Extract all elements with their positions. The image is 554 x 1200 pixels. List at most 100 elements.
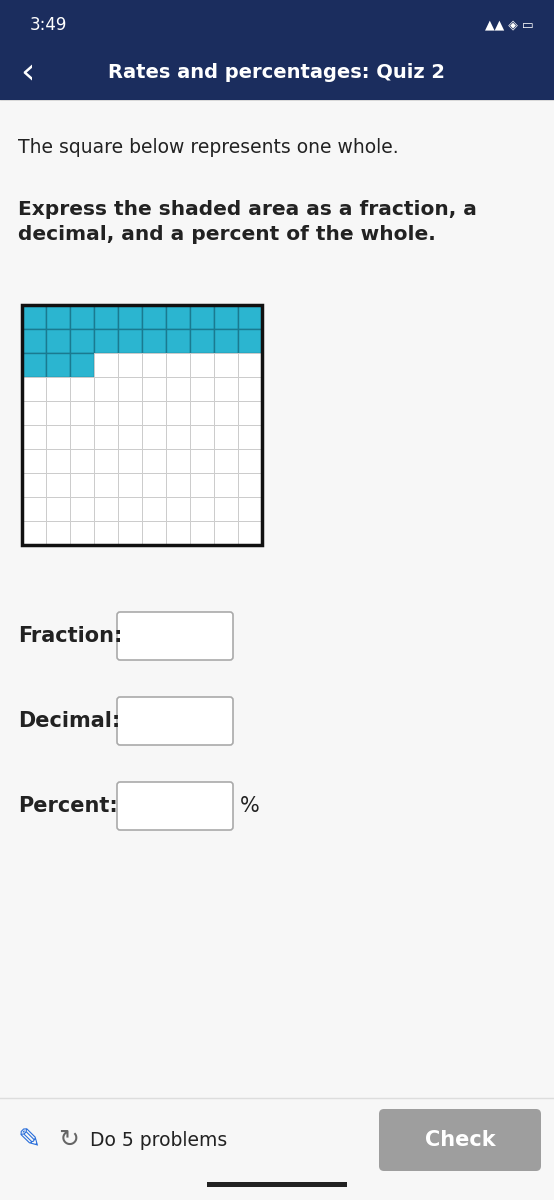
Bar bbox=[214, 401, 238, 425]
Bar bbox=[94, 449, 118, 473]
Bar bbox=[46, 425, 70, 449]
Bar bbox=[22, 377, 46, 401]
FancyBboxPatch shape bbox=[379, 1109, 541, 1171]
Bar bbox=[94, 329, 118, 353]
Bar bbox=[190, 497, 214, 521]
Bar bbox=[214, 521, 238, 545]
Bar bbox=[238, 329, 262, 353]
Text: %: % bbox=[240, 796, 260, 816]
Bar bbox=[142, 377, 166, 401]
Bar bbox=[22, 353, 46, 377]
Bar bbox=[190, 521, 214, 545]
Bar bbox=[46, 305, 70, 329]
Bar bbox=[190, 353, 214, 377]
Bar bbox=[70, 497, 94, 521]
Bar bbox=[190, 473, 214, 497]
Bar bbox=[142, 305, 166, 329]
Bar bbox=[70, 473, 94, 497]
Bar bbox=[94, 401, 118, 425]
Text: ▲▲ ◈ ▭: ▲▲ ◈ ▭ bbox=[485, 19, 534, 31]
Bar bbox=[46, 521, 70, 545]
Bar bbox=[166, 305, 190, 329]
Bar bbox=[118, 497, 142, 521]
Bar bbox=[70, 401, 94, 425]
Bar bbox=[22, 473, 46, 497]
Bar bbox=[238, 377, 262, 401]
Bar bbox=[46, 473, 70, 497]
Bar bbox=[238, 473, 262, 497]
Text: Rates and percentages: Quiz 2: Rates and percentages: Quiz 2 bbox=[109, 64, 445, 83]
Bar bbox=[70, 521, 94, 545]
Bar bbox=[142, 401, 166, 425]
Bar bbox=[142, 497, 166, 521]
Bar bbox=[166, 377, 190, 401]
Bar bbox=[22, 521, 46, 545]
Text: Check: Check bbox=[425, 1130, 495, 1150]
Bar bbox=[94, 473, 118, 497]
Text: Percent:: Percent: bbox=[18, 796, 118, 816]
Bar bbox=[0, 0, 554, 100]
Bar bbox=[238, 449, 262, 473]
Bar bbox=[70, 377, 94, 401]
Bar bbox=[46, 353, 70, 377]
Bar bbox=[118, 473, 142, 497]
Bar bbox=[166, 473, 190, 497]
Bar bbox=[238, 353, 262, 377]
Bar bbox=[94, 305, 118, 329]
Bar bbox=[22, 329, 46, 353]
Bar bbox=[22, 497, 46, 521]
Bar bbox=[190, 449, 214, 473]
Bar bbox=[207, 1182, 347, 1187]
Text: Express the shaded area as a fraction, a
decimal, and a percent of the whole.: Express the shaded area as a fraction, a… bbox=[18, 200, 477, 244]
FancyBboxPatch shape bbox=[117, 612, 233, 660]
Bar bbox=[238, 521, 262, 545]
Bar bbox=[214, 305, 238, 329]
Bar bbox=[166, 329, 190, 353]
Bar bbox=[118, 329, 142, 353]
Bar bbox=[190, 401, 214, 425]
Bar bbox=[46, 401, 70, 425]
Text: Fraction:: Fraction: bbox=[18, 626, 122, 646]
Bar bbox=[190, 305, 214, 329]
Bar bbox=[118, 521, 142, 545]
Bar bbox=[190, 425, 214, 449]
FancyBboxPatch shape bbox=[117, 697, 233, 745]
Bar bbox=[238, 305, 262, 329]
Bar bbox=[94, 497, 118, 521]
Bar bbox=[46, 377, 70, 401]
Bar bbox=[166, 449, 190, 473]
Bar bbox=[166, 401, 190, 425]
Bar bbox=[118, 305, 142, 329]
Bar bbox=[238, 425, 262, 449]
Bar bbox=[214, 377, 238, 401]
Bar bbox=[142, 521, 166, 545]
Bar bbox=[214, 473, 238, 497]
FancyBboxPatch shape bbox=[117, 782, 233, 830]
Bar bbox=[22, 401, 46, 425]
Bar bbox=[190, 377, 214, 401]
Bar bbox=[166, 425, 190, 449]
Bar bbox=[22, 305, 46, 329]
Bar bbox=[118, 377, 142, 401]
Text: Do 5 problems: Do 5 problems bbox=[90, 1130, 227, 1150]
Bar bbox=[214, 329, 238, 353]
Bar bbox=[238, 497, 262, 521]
Bar bbox=[142, 473, 166, 497]
Bar bbox=[70, 329, 94, 353]
Bar bbox=[46, 329, 70, 353]
Bar bbox=[94, 425, 118, 449]
Bar bbox=[94, 521, 118, 545]
Bar bbox=[214, 425, 238, 449]
Text: ↻: ↻ bbox=[58, 1128, 79, 1152]
Bar bbox=[166, 521, 190, 545]
Text: ✎: ✎ bbox=[18, 1126, 41, 1154]
Bar bbox=[94, 353, 118, 377]
Bar bbox=[142, 353, 166, 377]
Bar bbox=[214, 449, 238, 473]
Text: Decimal:: Decimal: bbox=[18, 710, 120, 731]
Text: The square below represents one whole.: The square below represents one whole. bbox=[18, 138, 399, 157]
Bar bbox=[70, 425, 94, 449]
Bar bbox=[118, 353, 142, 377]
Bar bbox=[118, 449, 142, 473]
Bar bbox=[70, 305, 94, 329]
